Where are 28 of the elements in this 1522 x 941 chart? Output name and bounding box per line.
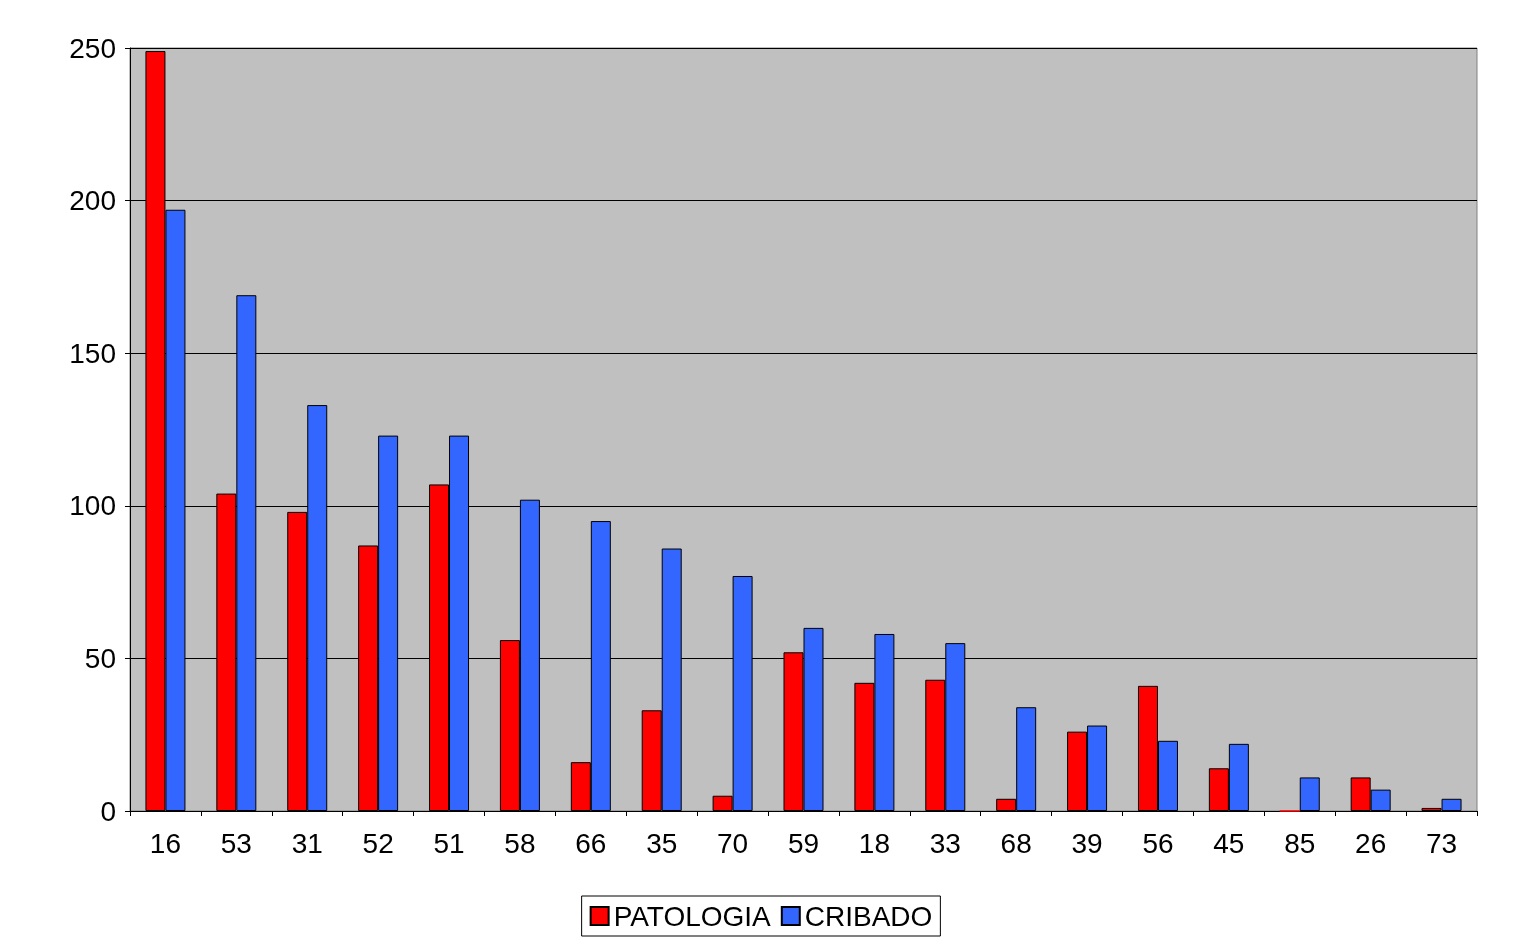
y-tick-label: 250 [69,32,116,64]
x-tick-label: 68 [1000,827,1032,859]
legend-label: PATOLOGIA [613,900,772,932]
x-tick-label: 66 [575,827,607,859]
x-tick-label: 59 [787,827,820,859]
x-tick-label: 70 [717,827,749,859]
x-tick-label: 26 [1355,827,1387,859]
x-tick-label: 73 [1425,827,1458,859]
x-tick-label: 18 [858,827,890,859]
y-tick-label: 0 [100,795,116,827]
x-tick-label: 58 [504,827,536,859]
x-tick-label: 53 [220,827,252,859]
bar [1299,777,1320,811]
legend-label: CRIBADO [804,900,933,932]
y-tick-label: 50 [84,642,116,674]
x-tick-label: 85 [1284,827,1316,859]
y-tick-label: 100 [69,490,116,522]
x-tick-label: 45 [1213,827,1245,859]
x-tick-label: 51 [433,827,465,859]
x-tick-label: 35 [646,827,678,859]
x-tick-label: 33 [929,827,961,859]
x-tick-label: 16 [149,827,182,859]
x-tick-label: 31 [291,827,323,859]
y-tick-label: 150 [69,337,116,369]
x-tick-label: 39 [1071,827,1103,859]
y-tick-label: 200 [69,185,116,217]
x-tick-label: 56 [1142,827,1174,859]
x-tick-label: 52 [362,827,394,859]
